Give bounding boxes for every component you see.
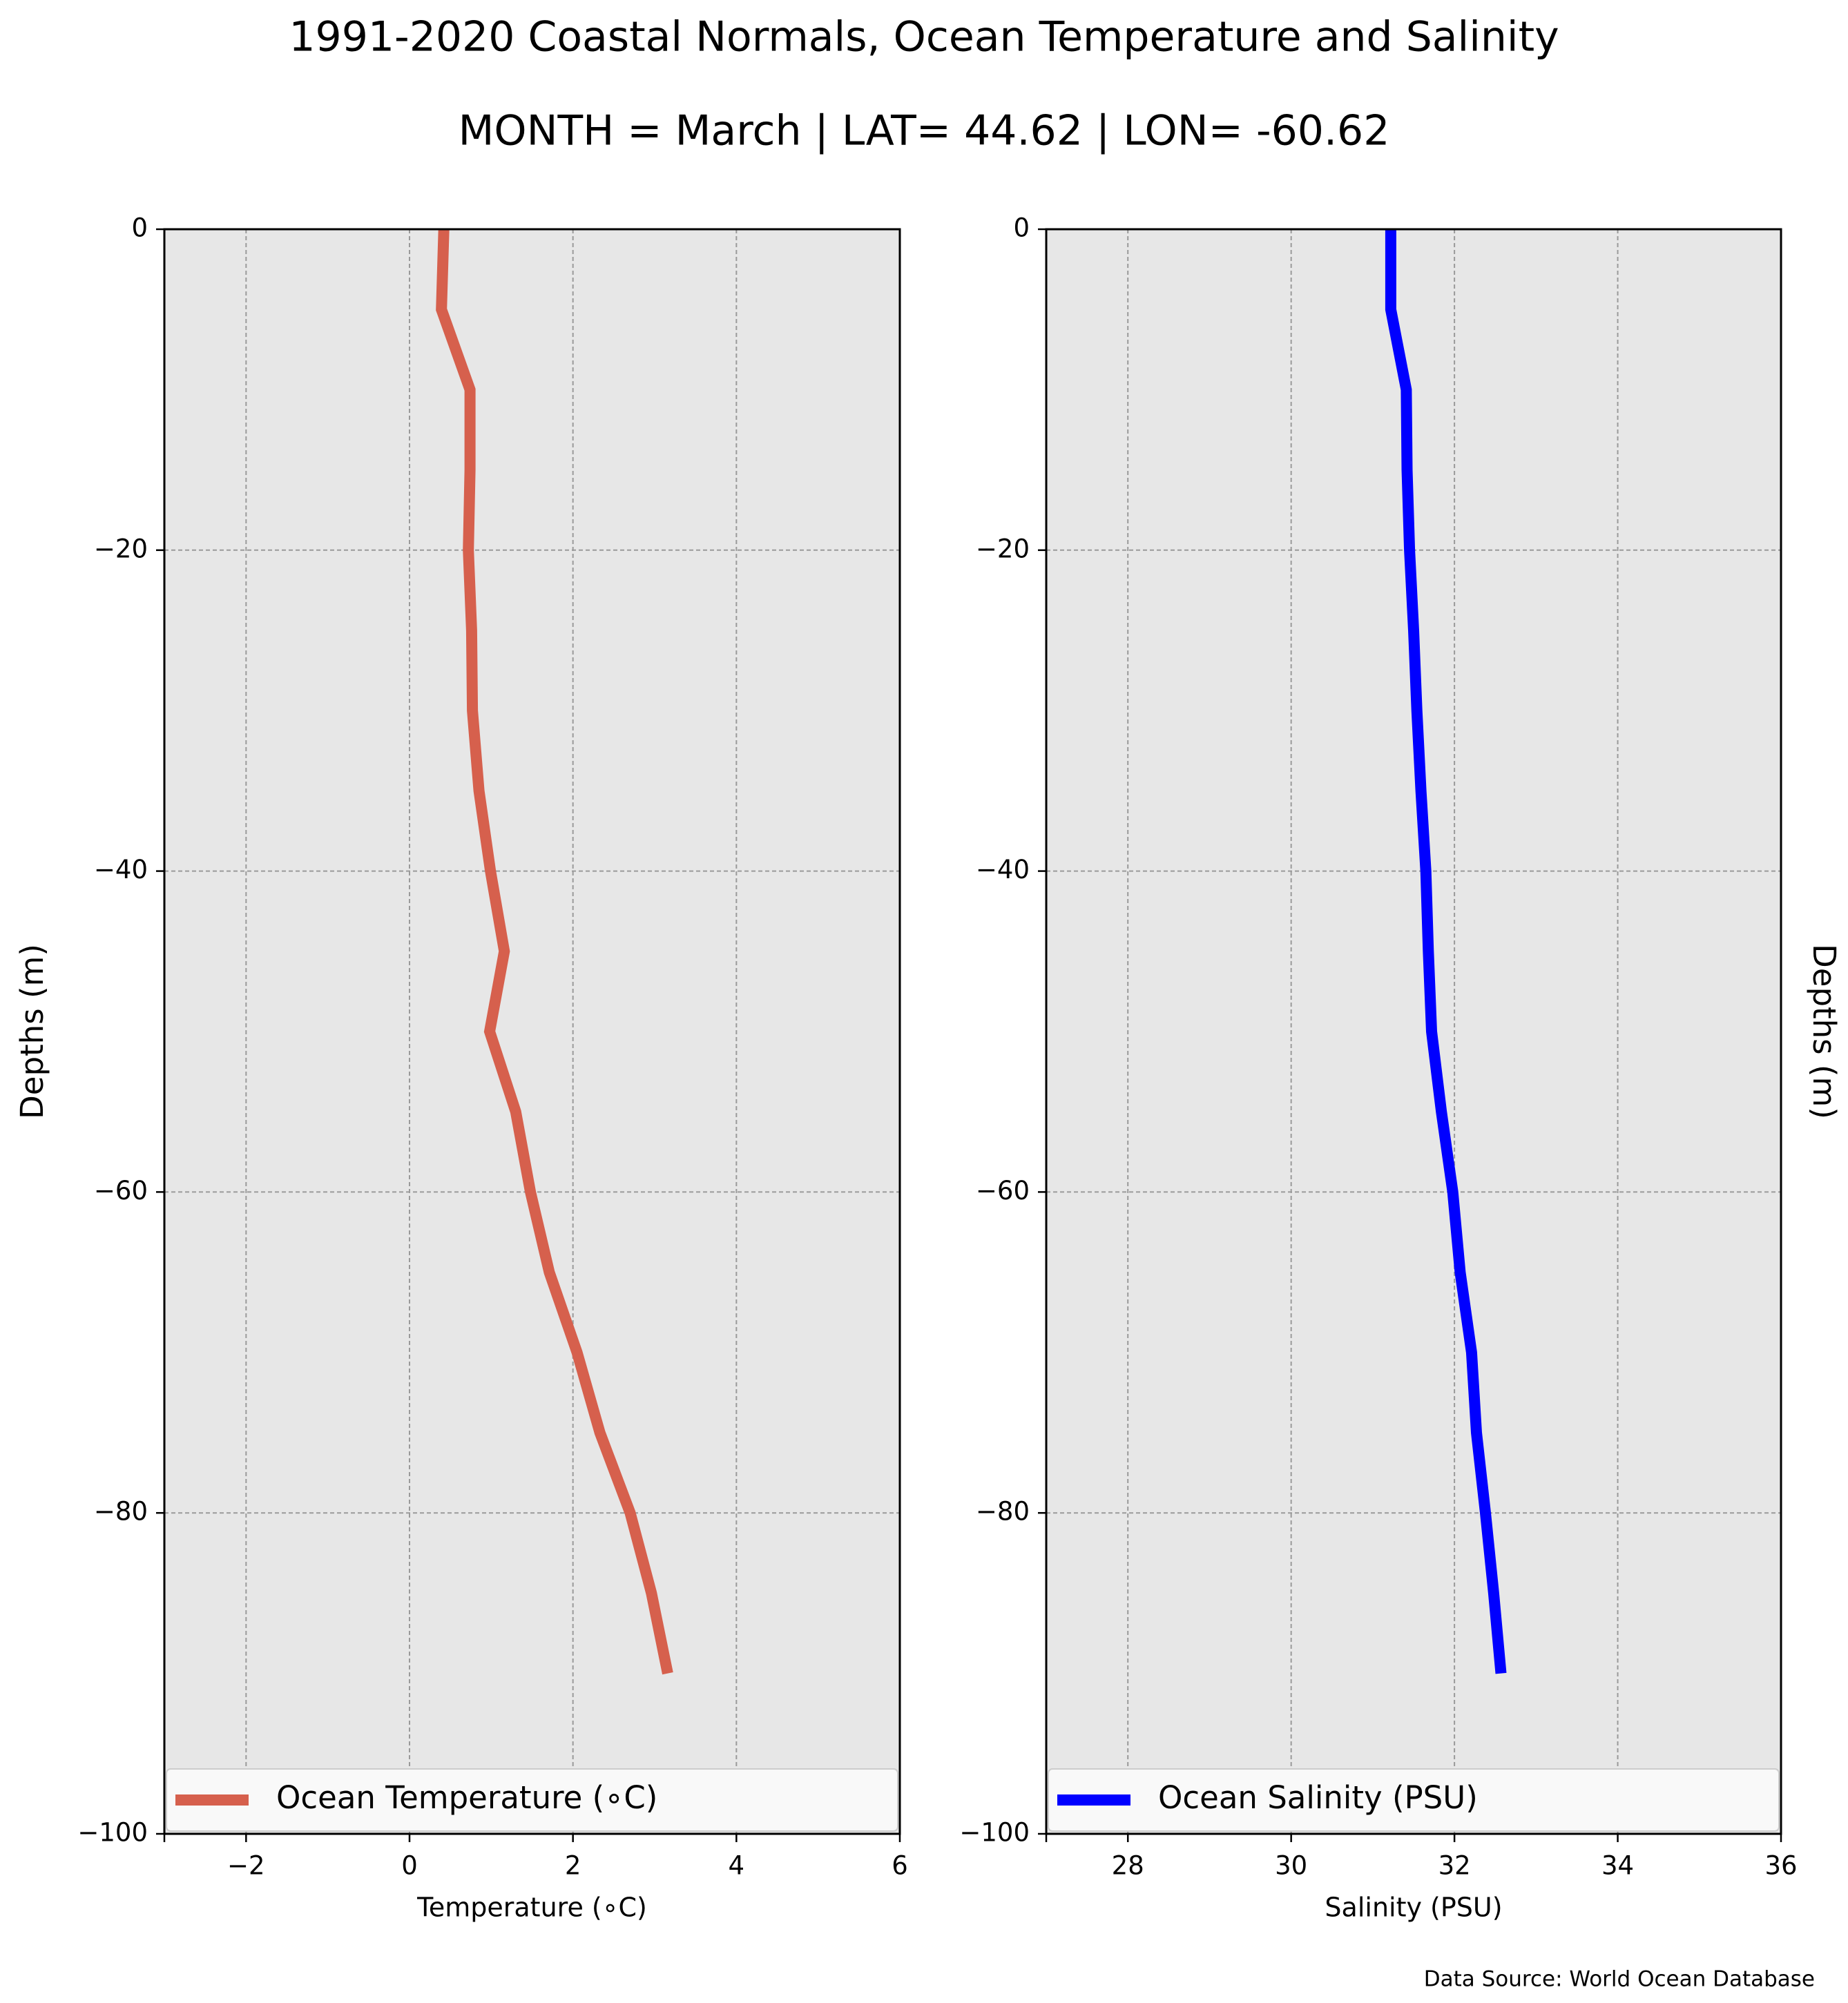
- x-tick-label: −2: [227, 1851, 265, 1881]
- legend: Ocean Temperature (∘C): [166, 1768, 898, 1832]
- y-tick-label: 0: [131, 213, 148, 243]
- axes-frame: [163, 228, 901, 1835]
- data-source-note: Data Source: World Ocean Database: [1424, 1967, 1815, 1992]
- y-tick-label: −100: [77, 1818, 148, 1848]
- y-tick-label: −40: [94, 855, 148, 884]
- y-tick-label: −20: [94, 534, 148, 563]
- legend-label: Ocean Temperature (∘C): [276, 1779, 657, 1816]
- x-tick-label: 6: [892, 1851, 908, 1881]
- x-axis-label: Temperature (∘C): [416, 1893, 647, 1923]
- x-tick-label: 36: [1764, 1851, 1797, 1881]
- y-tick-label: −40: [976, 855, 1030, 884]
- axes-frame: [1045, 228, 1782, 1835]
- legend-box: [166, 1768, 898, 1832]
- x-tick-label: 30: [1275, 1851, 1307, 1881]
- y-tick-label: 0: [1013, 213, 1030, 243]
- x-tick-label: 2: [565, 1851, 581, 1881]
- plot-area: [164, 229, 900, 1834]
- y-tick-label: −80: [94, 1497, 148, 1527]
- x-tick-label: 0: [401, 1851, 418, 1881]
- legend-box: [1048, 1768, 1780, 1832]
- series-line: [1385, 229, 1507, 1674]
- y-tick-label: −60: [976, 1176, 1030, 1206]
- x-tick-label: 4: [729, 1851, 745, 1881]
- x-tick-label: 28: [1112, 1851, 1144, 1881]
- y-axis-label: Depths (m): [1806, 944, 1842, 1119]
- y-tick-label: −80: [976, 1497, 1030, 1527]
- x-axis-label: Salinity (PSU): [1325, 1893, 1502, 1923]
- y-tick-label: −20: [976, 534, 1030, 563]
- legend-label: Ocean Salinity (PSU): [1158, 1779, 1478, 1816]
- x-tick-label: 34: [1601, 1851, 1634, 1881]
- chart-panel-salinity: 28 30 32 34 36 0 −20 −40 −60 −80 −100 Salinity (PSU…: [959, 213, 1842, 1923]
- y-axis-label: Depths (m): [14, 944, 50, 1119]
- y-tick-label: −60: [94, 1176, 148, 1206]
- series-line: [436, 229, 673, 1675]
- legend: Ocean Salinity (PSU): [1048, 1768, 1780, 1832]
- chart-subtitle: MONTH = March | LAT= 44.62 | LON= -60.62: [459, 107, 1390, 155]
- y-tick-label: −100: [959, 1818, 1030, 1848]
- plot-area: [1046, 229, 1781, 1834]
- chart-title: 1991-2020 Coastal Normals, Ocean Tempera…: [289, 13, 1559, 61]
- x-tick-label: 32: [1438, 1851, 1471, 1881]
